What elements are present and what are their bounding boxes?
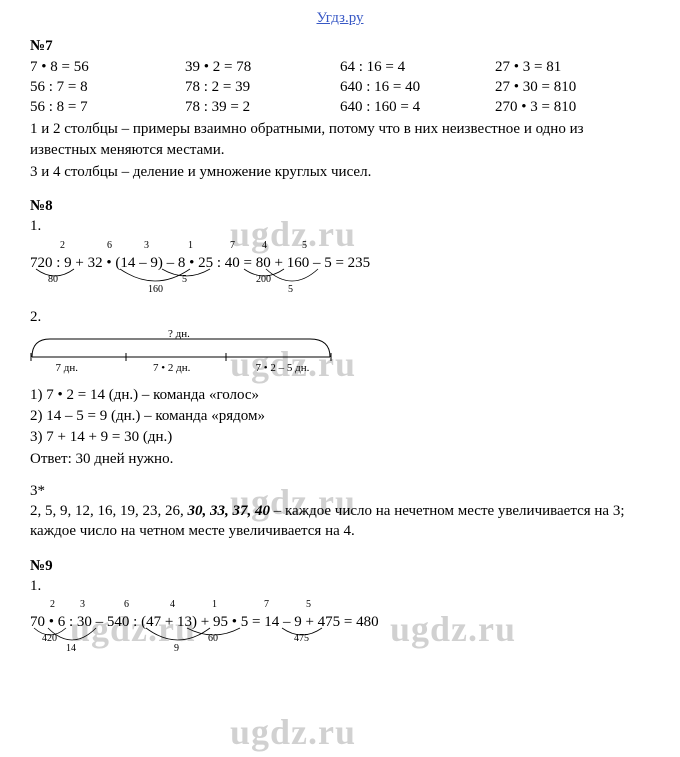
table-cell: 78 : 2 = 39	[185, 77, 340, 97]
table-cell: 640 : 160 = 4	[340, 97, 495, 117]
section-8-part3-label: 3*	[30, 481, 650, 501]
solution-line: 3) 7 + 14 + 9 = 30 (дн.)	[30, 427, 650, 447]
expression-diagram-9-1: 70 • 6 : 30 – 540 : (47 + 13) + 95 • 5 =…	[30, 598, 650, 656]
scheme-segment-label: 7 • 2 дн.	[153, 361, 190, 376]
scheme-segment-label: 7 дн.	[56, 361, 78, 376]
section-7-explain-2: 3 и 4 столбцы – деление и умножение круг…	[30, 162, 650, 182]
table-cell: 39 • 2 = 78	[185, 57, 340, 77]
table-cell: 56 : 7 = 8	[30, 77, 185, 97]
section-9-part1-label: 1.	[30, 576, 650, 596]
section-8-part2-label: 2.	[30, 307, 650, 327]
table-cell: 7 • 8 = 56	[30, 57, 185, 77]
section-7-table: 7 • 8 = 56 56 : 7 = 8 56 : 8 = 7 39 • 2 …	[30, 57, 650, 118]
arc-overlay	[30, 239, 650, 297]
table-cell: 78 : 39 = 2	[185, 97, 340, 117]
section-7-explain-1: 1 и 2 столбцы – примеры взаимно обратным…	[30, 119, 650, 160]
section-8-title: №8	[30, 196, 650, 216]
page-header: Угдз.ру	[30, 8, 650, 28]
expression-diagram-8-1: 720 : 9 + 32 • (14 – 9) – 8 • 25 : 40 = …	[30, 239, 650, 297]
watermark: ugdz.ru	[230, 708, 356, 757]
sequence-line: 2, 5, 9, 12, 16, 19, 23, 26, 30, 33, 37,…	[30, 501, 650, 542]
sequence-given: 2, 5, 9, 12, 16, 19, 23, 26,	[30, 503, 188, 519]
table-cell: 64 : 16 = 4	[340, 57, 495, 77]
scheme-segment-label: 7 • 2 – 5 дн.	[256, 361, 310, 376]
sequence-answer: 30, 33, 37, 40	[188, 503, 271, 519]
section-8-part1-label: 1.	[30, 216, 650, 236]
scheme-top-label: ? дн.	[168, 327, 190, 342]
section-9-title: №9	[30, 556, 650, 576]
section-7-title: №7	[30, 36, 650, 56]
answer-line: Ответ: 30 дней нужно.	[30, 449, 650, 469]
table-cell: 56 : 8 = 7	[30, 97, 185, 117]
table-cell: 640 : 16 = 40	[340, 77, 495, 97]
solution-line: 1) 7 • 2 = 14 (дн.) – команда «голос»	[30, 385, 650, 405]
table-cell: 27 • 3 = 81	[495, 57, 650, 77]
arc-overlay	[30, 598, 650, 656]
segment-scheme: ? дн. 7 дн. 7 • 2 дн. 7 • 2 – 5 дн.	[30, 329, 650, 383]
table-cell: 27 • 30 = 810	[495, 77, 650, 97]
table-cell: 270 • 3 = 810	[495, 97, 650, 117]
solution-line: 2) 14 – 5 = 9 (дн.) – команда «рядом»	[30, 406, 650, 426]
